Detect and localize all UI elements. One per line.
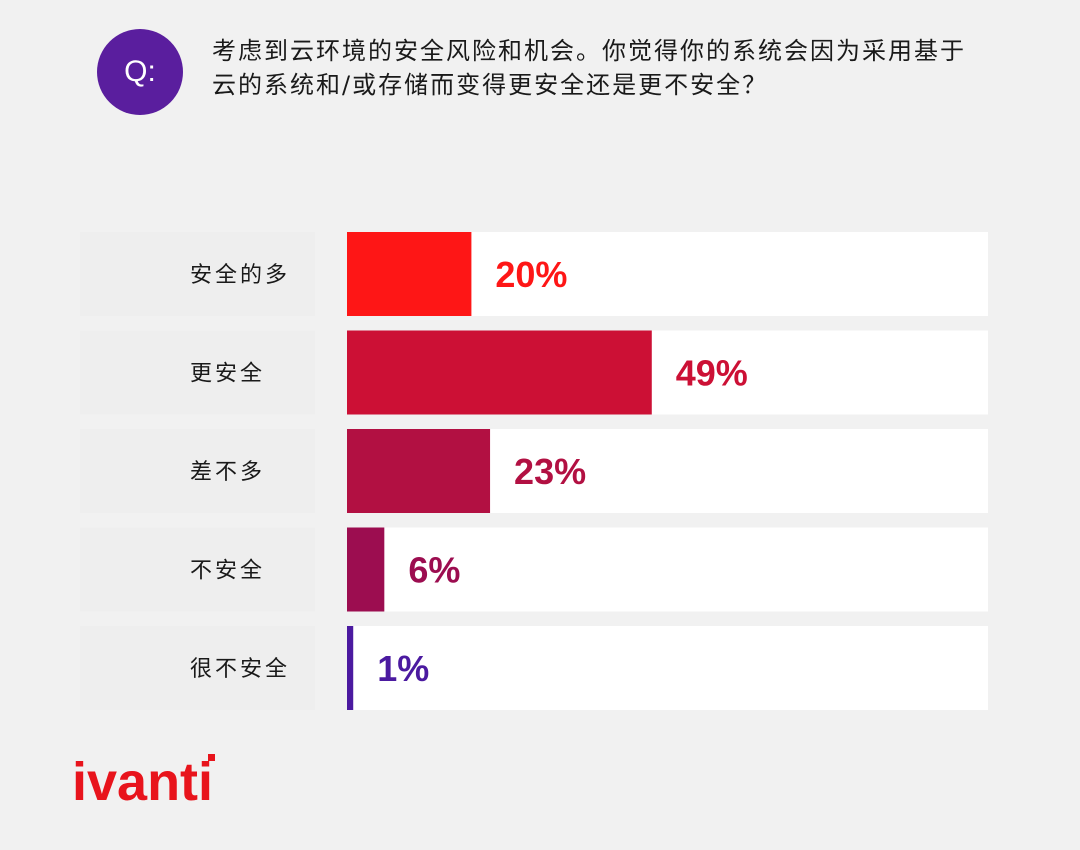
- category-label: 差不多: [190, 460, 265, 485]
- category-label-background: [80, 232, 315, 316]
- category-label: 很不安全: [190, 657, 290, 682]
- category-label: 不安全: [190, 559, 265, 584]
- category-label: 更安全: [190, 362, 265, 387]
- value-label: 20%: [495, 254, 567, 295]
- value-label: 6%: [408, 550, 460, 591]
- category-label-background: [80, 527, 315, 612]
- bar: [347, 232, 472, 316]
- question-badge-label: Q:: [124, 55, 156, 88]
- bar-row: 安全的多 20%: [80, 232, 988, 316]
- ivanti-logo: ivanti: [72, 752, 215, 812]
- category-label: 安全的多: [190, 263, 290, 288]
- category-label-background: [80, 429, 315, 513]
- bar: [347, 429, 491, 513]
- bar: [347, 330, 652, 415]
- category-label-background: [80, 330, 315, 415]
- bar-track: [347, 626, 988, 710]
- category-label-background: [80, 626, 315, 710]
- logo-text: ivanti: [72, 752, 213, 812]
- bar-row: 更安全 49%: [80, 330, 988, 415]
- value-label: 23%: [514, 451, 586, 492]
- bar-track: [347, 527, 988, 612]
- bar: [347, 527, 385, 612]
- question-text: 考虑到云环境的安全风险和机会。你觉得你的系统会因为采用基于云的系统和/或存储而变…: [212, 37, 966, 99]
- bar: [347, 626, 354, 710]
- bar-row: 不安全 6%: [80, 527, 988, 612]
- value-label: 49%: [676, 353, 748, 394]
- bar-row: 差不多 23%: [80, 429, 988, 513]
- bar-row: 很不安全 1%: [80, 626, 988, 710]
- question-badge: Q:: [97, 29, 183, 115]
- value-label: 1%: [377, 648, 429, 689]
